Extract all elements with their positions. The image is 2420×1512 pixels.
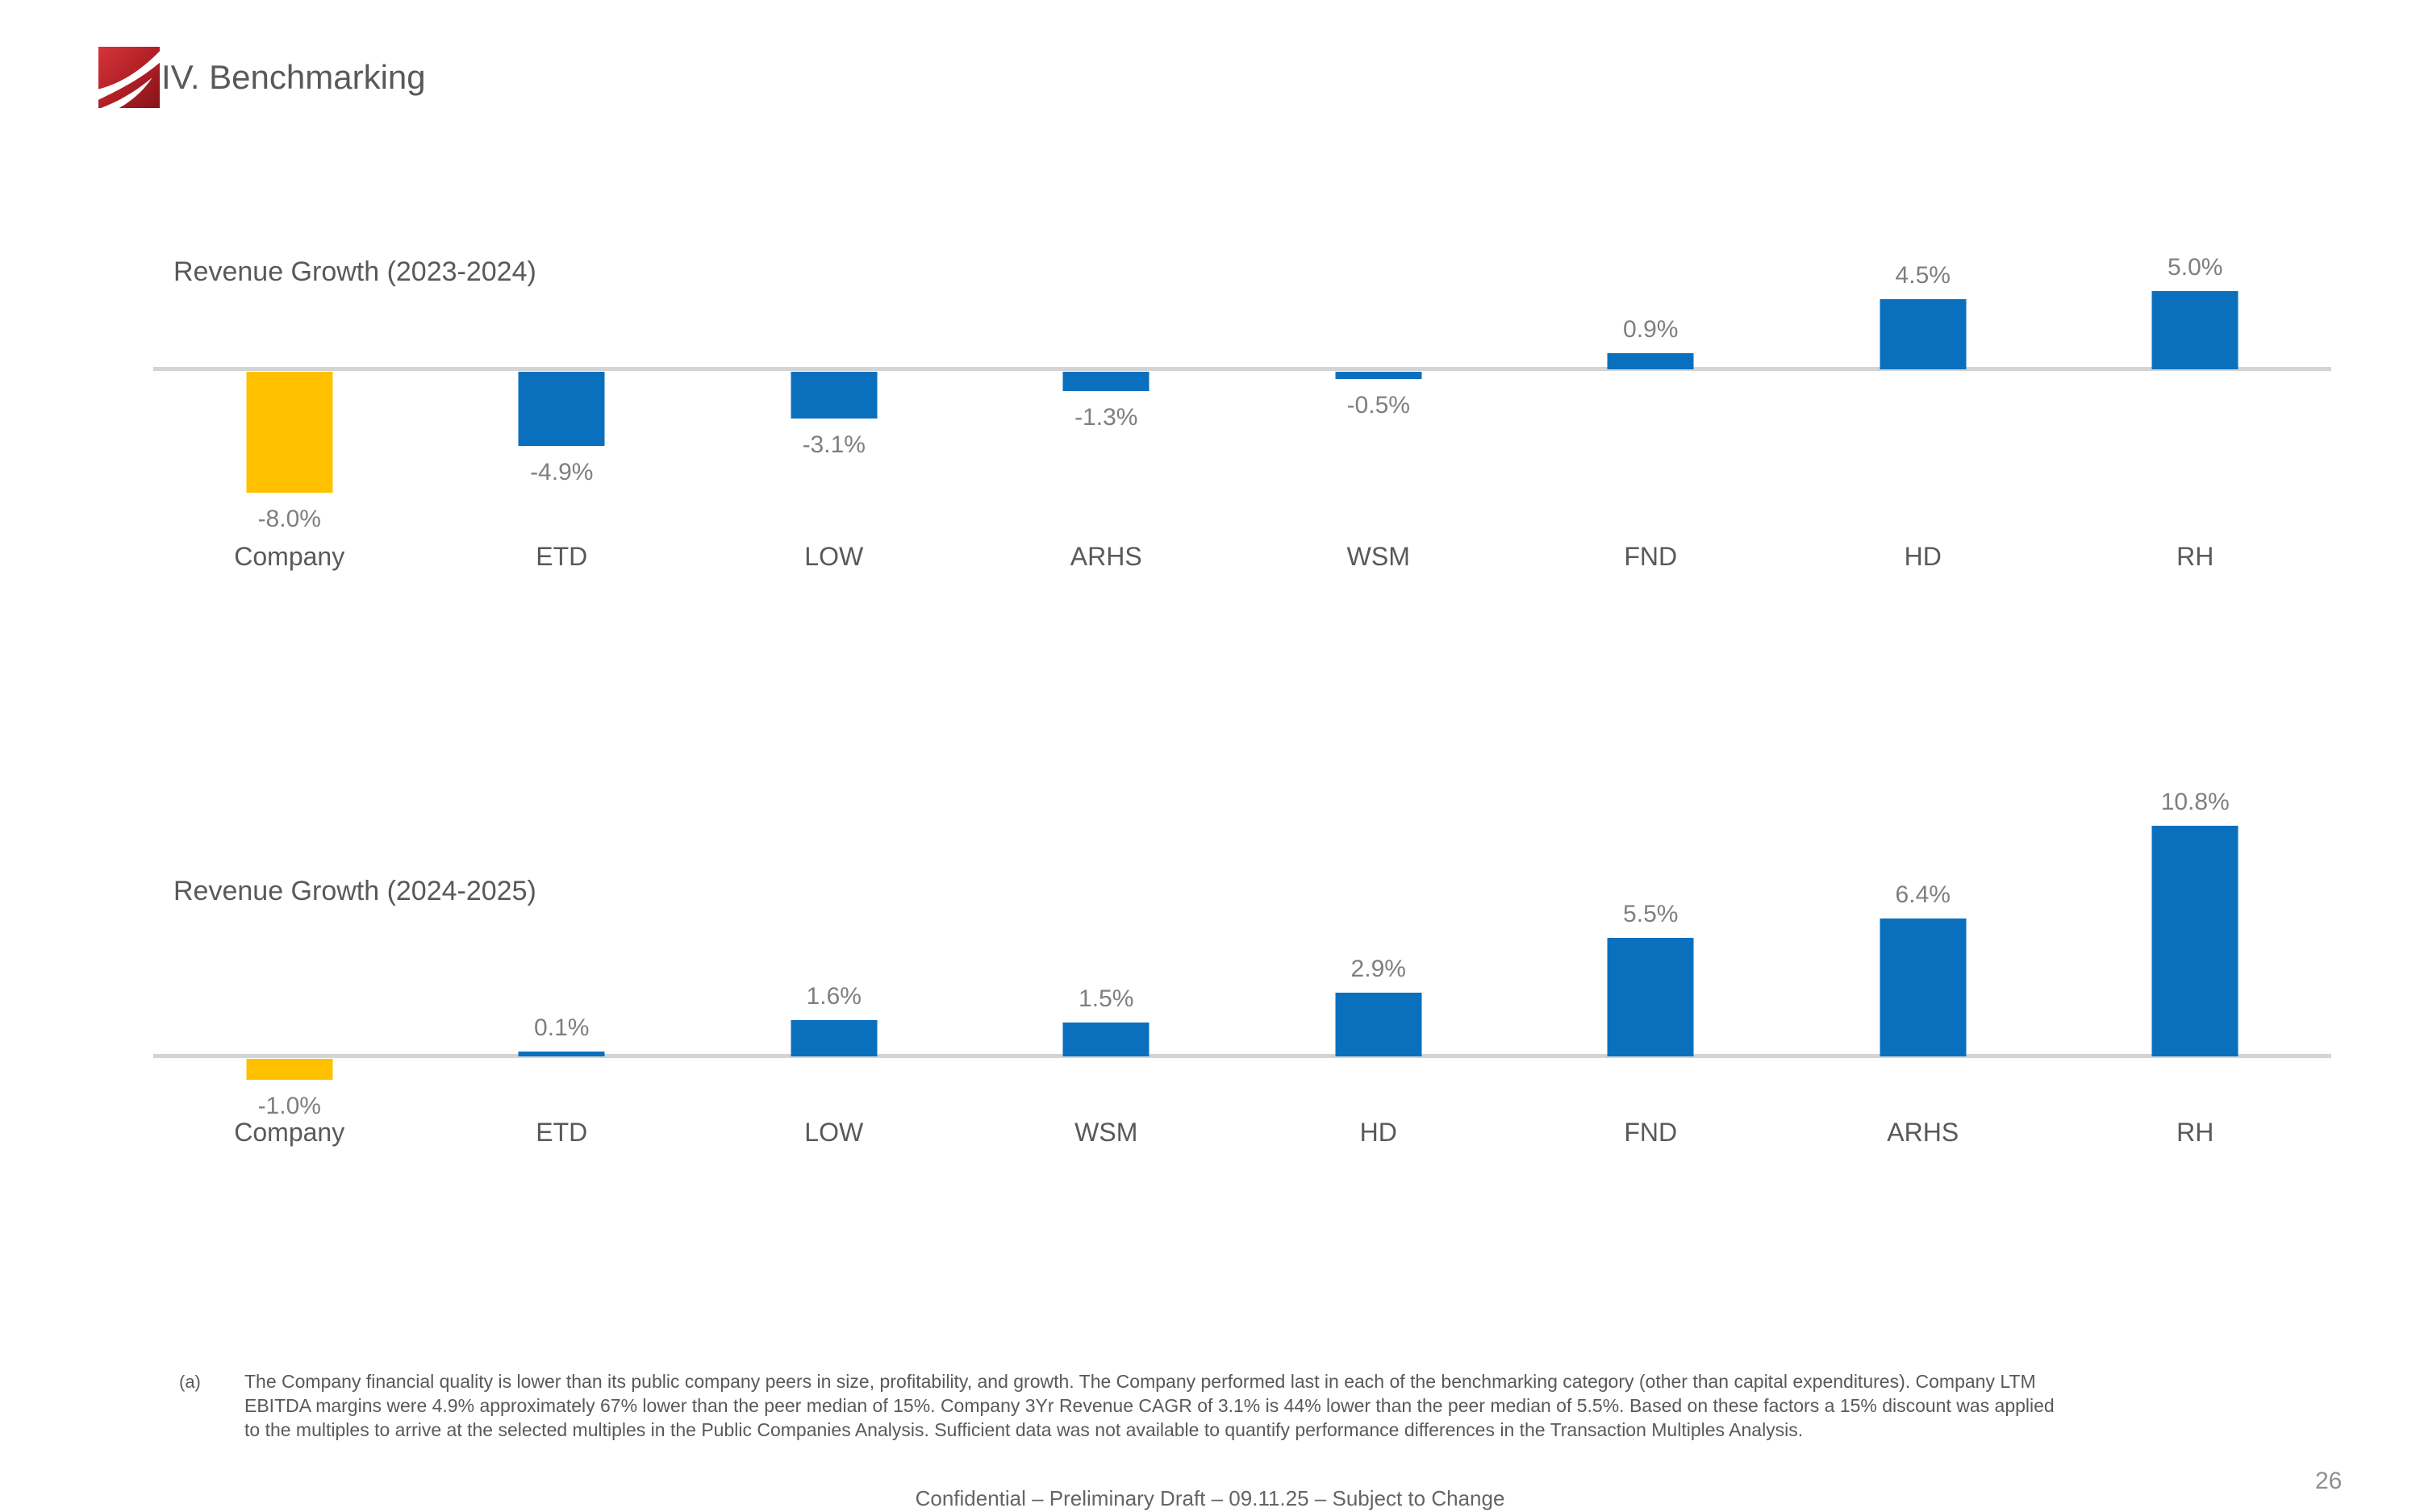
category-label-fnd: FND <box>1624 1118 1678 1147</box>
bar-low <box>791 372 878 419</box>
value-label-low: -3.1% <box>802 431 866 458</box>
chart1-col-etd: 0.1% <box>426 758 699 1189</box>
bar-etd <box>518 372 605 446</box>
chart-title-revenue-growth-2023-2024: Revenue Growth (2023-2024) <box>173 256 536 287</box>
page-number: 26 <box>2315 1468 2343 1494</box>
bar-company <box>246 372 333 493</box>
category-label-rh: RH <box>2176 1118 2214 1147</box>
chart1-col-wsm: 1.5% <box>970 758 1243 1189</box>
red-swoosh-logo-icon <box>90 47 160 121</box>
revenue-growth-2024-2025-chart: -1.0% 0.1% 1.6% 1.5% 2.9% 5.5% 6.4% 10.8% Compan… <box>153 758 2331 1189</box>
category-labels: Company ETD LOW ARHS WSM FND HD RH <box>153 542 2331 572</box>
chart0-col-company: -8.0% <box>153 226 426 597</box>
category-label-arhs: ARHS <box>1887 1118 1959 1147</box>
revenue-growth-2023-2024-chart: -8.0% -4.9% -3.1% -1.3% -0.5% 0.9% 4.5% 5.0% Com… <box>153 226 2331 597</box>
bar-wsm <box>1335 372 1422 379</box>
logo-swoosh-tail <box>90 77 152 121</box>
x-axis-line <box>153 1054 2331 1058</box>
category-label-wsm: WSM <box>1074 1118 1138 1147</box>
value-label-low: 1.6% <box>806 983 862 1010</box>
chart0-col-fnd: 0.9% <box>1515 226 1788 597</box>
chart0-col-wsm: -0.5% <box>1242 226 1515 597</box>
value-label-company: -8.0% <box>257 506 321 532</box>
value-label-etd: -4.9% <box>530 459 594 485</box>
bar-columns: -1.0% 0.1% 1.6% 1.5% 2.9% 5.5% 6.4% 10.8% <box>153 758 2331 1189</box>
category-label-company: Company <box>234 1118 345 1147</box>
value-label-rh: 5.0% <box>2168 254 2223 281</box>
category-label-etd: ETD <box>536 542 588 571</box>
value-label-company: -1.0% <box>257 1093 321 1119</box>
category-label-low: LOW <box>804 1118 864 1147</box>
chart1-col-arhs: 6.4% <box>1787 758 2059 1189</box>
value-label-arhs: 6.4% <box>1895 881 1951 908</box>
bar-wsm <box>1062 1023 1150 1056</box>
bar-columns: -8.0% -4.9% -3.1% -1.3% -0.5% 0.9% 4.5% 5.0% <box>153 226 2331 597</box>
bar-hd <box>1335 993 1422 1056</box>
value-label-fnd: 0.9% <box>1623 316 1679 343</box>
value-label-hd: 2.9% <box>1350 956 1406 982</box>
category-label-low: LOW <box>804 542 864 571</box>
chart0-col-arhs: -1.3% <box>970 226 1243 597</box>
category-label-etd: ETD <box>536 1118 588 1147</box>
chart0-col-rh: 5.0% <box>2059 226 2332 597</box>
value-label-etd: 0.1% <box>534 1014 590 1041</box>
value-label-fnd: 5.5% <box>1623 901 1679 927</box>
category-label-rh: RH <box>2176 542 2214 571</box>
category-label-company: Company <box>234 542 345 571</box>
bar-rh <box>2151 291 2238 369</box>
bar-low <box>791 1020 878 1056</box>
x-axis-line <box>153 367 2331 371</box>
bar-fnd <box>1607 938 1694 1056</box>
chart0-col-etd: -4.9% <box>426 226 699 597</box>
footnote-text: The Company financial quality is lower t… <box>244 1371 2055 1440</box>
category-label-hd: HD <box>1359 1118 1397 1147</box>
category-label-hd: HD <box>1904 542 1942 571</box>
chart1-col-hd: 2.9% <box>1242 758 1515 1189</box>
value-label-hd: 4.5% <box>1895 262 1951 289</box>
page-title: IV. Benchmarking <box>161 58 426 96</box>
bar-arhs <box>1062 372 1150 391</box>
chart0-col-hd: 4.5% <box>1787 226 2059 597</box>
value-label-wsm: -0.5% <box>1346 392 1410 419</box>
category-labels: Company ETD LOW WSM HD FND ARHS RH <box>153 1118 2331 1148</box>
category-label-wsm: WSM <box>1346 542 1410 571</box>
bar-hd <box>1880 299 1967 369</box>
chart-title-revenue-growth-2024-2025: Revenue Growth (2024-2025) <box>173 876 536 906</box>
chart1-col-company: -1.0% <box>153 758 426 1189</box>
bar-company <box>246 1059 333 1080</box>
chart1-col-rh: 10.8% <box>2059 758 2332 1189</box>
category-label-fnd: FND <box>1624 542 1678 571</box>
chart0-col-low: -3.1% <box>698 226 970 597</box>
bar-fnd <box>1607 353 1694 369</box>
category-label-arhs: ARHS <box>1070 542 1142 571</box>
chart1-col-low: 1.6% <box>698 758 970 1189</box>
value-label-arhs: -1.3% <box>1074 404 1138 431</box>
bar-rh <box>2151 826 2238 1056</box>
chart1-col-fnd: 5.5% <box>1515 758 1788 1189</box>
footnote-marker: (a) <box>179 1372 201 1392</box>
footer-confidentiality-note: Confidential – Preliminary Draft – 09.11… <box>915 1486 1505 1510</box>
bar-etd <box>518 1052 605 1056</box>
value-label-wsm: 1.5% <box>1079 985 1134 1012</box>
value-label-rh: 10.8% <box>2160 789 2230 815</box>
bar-arhs <box>1880 918 1967 1056</box>
logo-swoosh-band <box>96 51 160 101</box>
